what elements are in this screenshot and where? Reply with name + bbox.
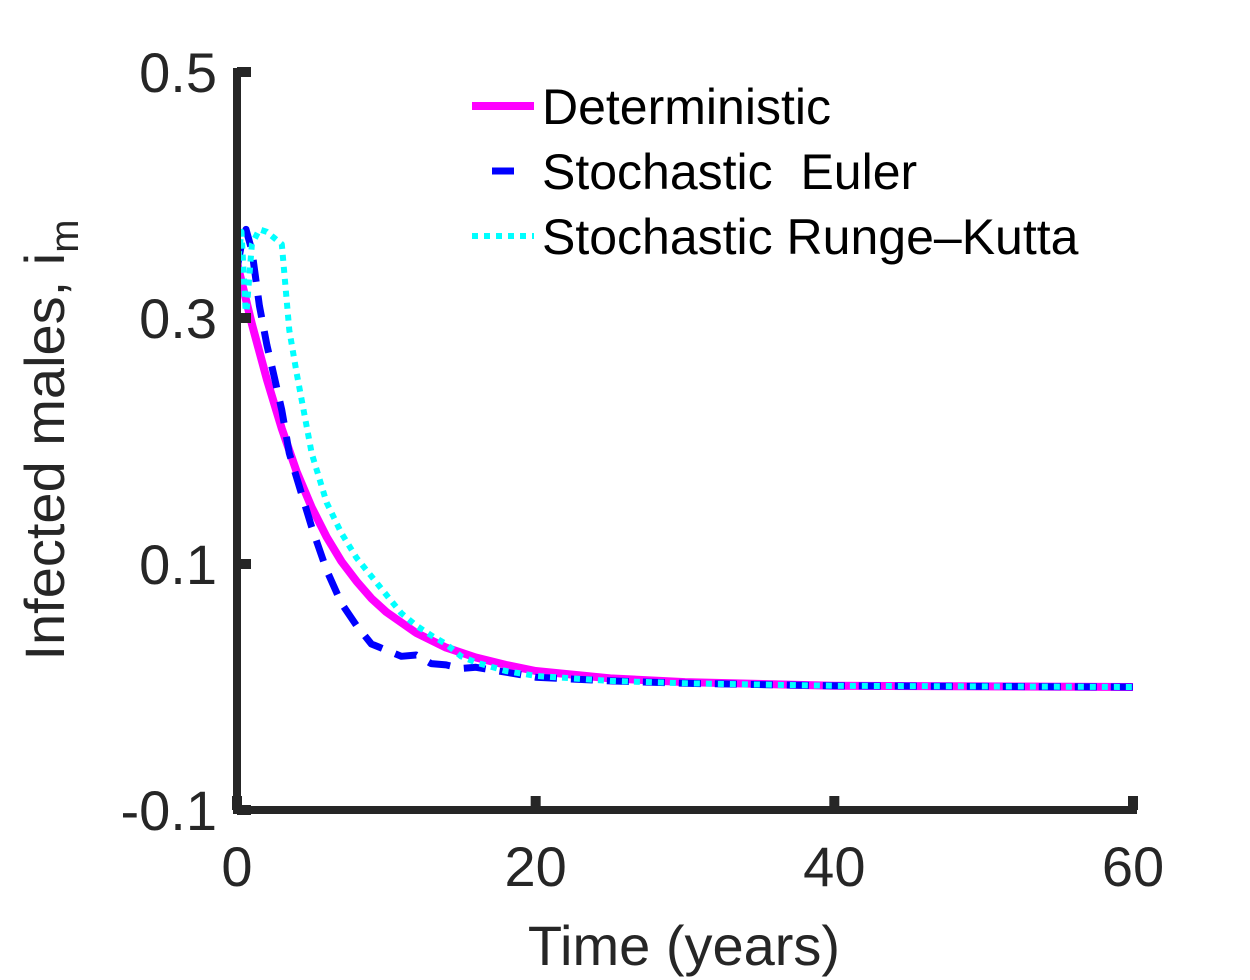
- y-axis-title-main: Infected males, i: [13, 253, 76, 661]
- y-tick-label: -0.1: [121, 779, 218, 842]
- x-tick-label: 60: [1102, 835, 1164, 898]
- legend-label-1: Stochastic Euler: [542, 144, 917, 200]
- y-tick-label: 0.5: [139, 41, 217, 104]
- y-tick-label: 0.3: [139, 287, 217, 350]
- legend: Deterministic Stochastic Euler Stochastic …: [472, 79, 1079, 265]
- series-line-2: [234, 226, 1134, 690]
- svg-text:Infected males, im: Infected males, im: [13, 219, 87, 660]
- x-axis-title: Time (years): [528, 914, 840, 977]
- axes: [232, 67, 1138, 815]
- x-tick-label: 40: [803, 835, 865, 898]
- tick-labels: 0 20 40 60 -0.1 0.1 0.3 0.5: [121, 41, 1165, 898]
- plot-lines: [233, 225, 1134, 691]
- y-axis-title-subscript: m: [43, 219, 87, 252]
- legend-label-2: Stochastic Runge–Kutta: [542, 209, 1079, 265]
- x-tick-label: 20: [505, 835, 567, 898]
- y-tick-label: 0.1: [139, 533, 217, 596]
- x-tick-label: 0: [221, 835, 252, 898]
- legend-label-0: Deterministic: [542, 79, 831, 135]
- y-axis-title: Infected males, im: [13, 219, 87, 660]
- series-line-0: [233, 261, 1134, 691]
- series-line-1: [233, 225, 1134, 691]
